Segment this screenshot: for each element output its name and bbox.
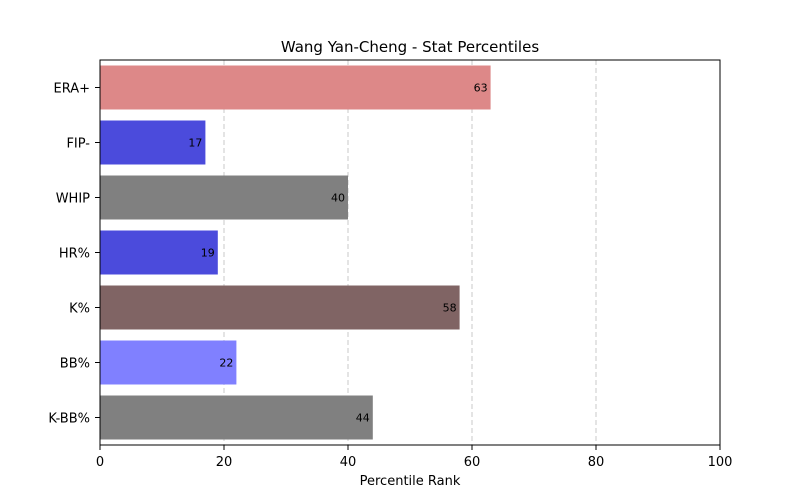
bar-value-label: 63 (474, 82, 488, 95)
grid-lines (223, 60, 597, 445)
y-tick-label: HR% (59, 247, 90, 262)
bar (100, 120, 206, 165)
bar (100, 230, 218, 275)
y-tick-label: K% (69, 302, 90, 317)
y-tick-label: K-BB% (48, 412, 90, 427)
x-tick-label: 0 (96, 455, 104, 470)
bar (100, 65, 491, 110)
x-tick-label: 60 (464, 455, 481, 470)
y-axis-ticks: ERA+ FIP- WHIP HR% K% BB% K-BB% (48, 82, 100, 427)
bar (100, 285, 460, 330)
bars (100, 65, 491, 440)
x-axis-ticks: 0 20 40 60 80 100 (96, 445, 733, 470)
chart-title: Wang Yan-Cheng - Stat Percentiles (281, 38, 540, 56)
y-tick-label: FIP- (66, 137, 90, 152)
bar-value-labels: 63 17 40 19 58 22 44 (188, 82, 487, 425)
x-tick-label: 100 (708, 455, 733, 470)
bar (100, 175, 348, 220)
bar-value-label: 19 (201, 247, 215, 260)
y-tick-label: ERA+ (53, 82, 90, 97)
bar (100, 395, 373, 440)
bar (100, 340, 237, 385)
x-tick-label: 80 (588, 455, 605, 470)
x-axis-label: Percentile Rank (360, 474, 461, 489)
bar-value-label: 22 (219, 357, 233, 370)
bar-value-label: 58 (443, 302, 457, 315)
bar-value-label: 40 (331, 192, 345, 205)
y-tick-label: BB% (60, 357, 90, 372)
bar-value-label: 17 (188, 137, 202, 150)
x-tick-label: 40 (340, 455, 357, 470)
bar-value-label: 44 (356, 412, 370, 425)
y-tick-label: WHIP (56, 192, 90, 207)
x-tick-label: 20 (216, 455, 233, 470)
